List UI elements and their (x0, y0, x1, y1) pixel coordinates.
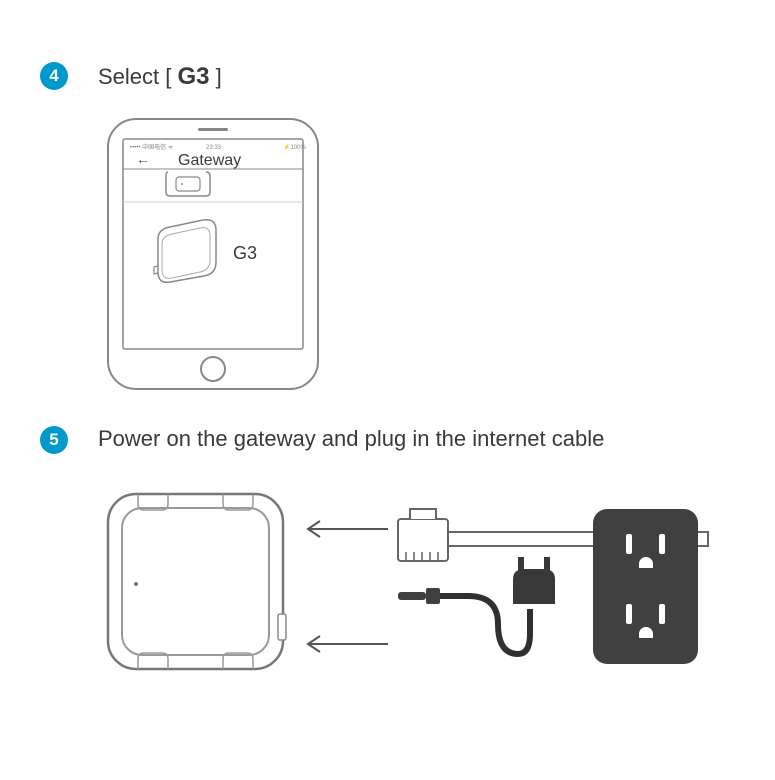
power-cable-icon (398, 557, 555, 654)
wall-outlet-icon (593, 509, 698, 664)
step-5-number: 5 (49, 430, 58, 450)
step-4-title-suffix: ] (210, 64, 222, 89)
step-5-title: Power on the gateway and plug in the int… (98, 424, 735, 455)
gateway-device-icon (108, 494, 286, 669)
svg-text:23:33: 23:33 (206, 145, 222, 151)
step-4-illustration: ••••• 中国电信 ᯤ 23:33 ⚡100% ← Gateway (98, 114, 735, 394)
tablet-g3-label: G3 (233, 243, 257, 263)
step-4: 4 Select [ G3 ] ••••• 中国电信 ᯤ 23:33 ⚡100% (40, 60, 735, 394)
step-4-title-prefix: Select [ (98, 64, 177, 89)
tablet-header-label: Gateway (178, 152, 241, 169)
svg-text:←: ← (136, 151, 150, 167)
step-4-title: Select [ G3 ] (98, 60, 735, 94)
step-4-badge: 4 (40, 62, 68, 90)
svg-text:⚡100%: ⚡100% (283, 143, 306, 151)
step-4-content: Select [ G3 ] ••••• 中国电信 ᯤ 23:33 ⚡100% ←… (98, 60, 735, 394)
step-4-number: 4 (49, 66, 58, 86)
svg-text:••••• 中国电信 ᯤ: ••••• 中国电信 ᯤ (130, 143, 174, 151)
step-5: 5 Power on the gateway and plug in the i… (40, 424, 735, 695)
step-4-title-bold: G3 (177, 63, 209, 90)
step-5-illustration (98, 474, 735, 694)
arrow-bottom (308, 636, 388, 652)
tablet-illustration: ••••• 中国电信 ᯤ 23:33 ⚡100% ← Gateway (98, 114, 328, 394)
power-illustration (98, 474, 718, 694)
step-5-badge: 5 (40, 426, 68, 454)
step-5-content: Power on the gateway and plug in the int… (98, 424, 735, 695)
arrow-top (308, 521, 388, 537)
